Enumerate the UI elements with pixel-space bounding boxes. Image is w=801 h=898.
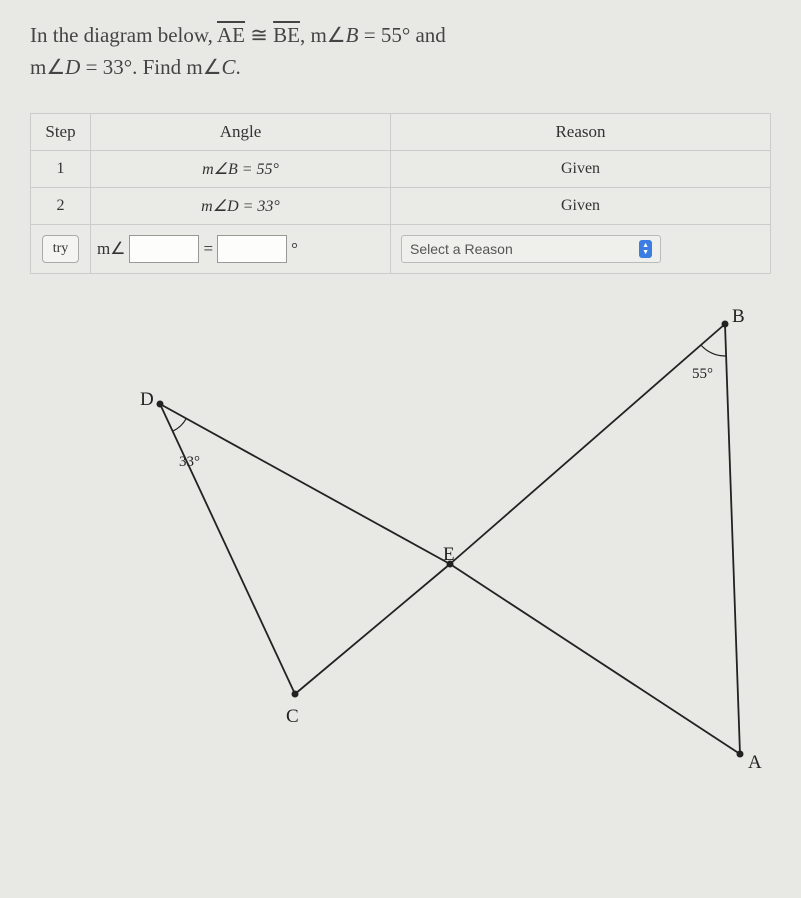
- reason-cell: Given: [391, 151, 771, 188]
- angle-cell: m∠B = 55°: [91, 151, 391, 188]
- proof-table: Step Angle Reason 1 m∠B = 55° Given 2 m∠…: [30, 113, 771, 274]
- text: In the diagram below,: [30, 23, 217, 47]
- angle-cell: m∠D = 33°: [91, 188, 391, 225]
- angle-B-value: 55°: [381, 23, 410, 47]
- vertex-label-B: B: [732, 306, 745, 328]
- reason-cell: Given: [391, 188, 771, 225]
- text: =: [358, 23, 380, 47]
- angle-name-input[interactable]: [129, 235, 199, 263]
- angle-label-D: 33°: [179, 454, 200, 471]
- header-reason: Reason: [391, 114, 771, 151]
- select-arrows-icon: ▲▼: [639, 240, 652, 258]
- table-row: 1 m∠B = 55° Given: [31, 151, 771, 188]
- angle-D-value: 33°: [103, 55, 132, 79]
- text: , m∠: [300, 23, 346, 47]
- text: . Find m∠: [132, 55, 221, 79]
- degree-symbol: °: [291, 239, 298, 259]
- congruent-symbol: ≅: [245, 23, 273, 47]
- vertex-label-C: C: [286, 706, 299, 728]
- try-button[interactable]: try: [42, 235, 80, 263]
- geometry-diagram: D B C E A 33° 55°: [30, 294, 770, 794]
- angle-input-group: m∠ = °: [97, 235, 298, 263]
- step-cell: 2: [31, 188, 91, 225]
- header-angle: Angle: [91, 114, 391, 151]
- text: .: [236, 55, 241, 79]
- text: =: [80, 55, 102, 79]
- reason-select[interactable]: Select a Reason ▲▼: [401, 235, 661, 263]
- segment-AE: AE: [217, 23, 245, 47]
- text: and: [410, 23, 446, 47]
- problem-statement: In the diagram below, AE ≅ BE, m∠B = 55°…: [30, 20, 771, 83]
- angle-D-name: D: [65, 55, 80, 79]
- vertex-label-D: D: [140, 389, 154, 411]
- segment-BE: BE: [273, 23, 300, 47]
- diagram-svg: [30, 294, 770, 794]
- angle-label-B: 55°: [692, 366, 713, 383]
- angle-B-name: B: [346, 23, 359, 47]
- header-step: Step: [31, 114, 91, 151]
- try-row: try m∠ = ° Select a Reason ▲▼: [31, 225, 771, 274]
- text: m∠: [30, 55, 65, 79]
- vertex-label-E: E: [443, 544, 455, 566]
- select-placeholder: Select a Reason: [410, 241, 513, 257]
- angle-prefix: m∠: [97, 239, 125, 259]
- angle-C-name: C: [222, 55, 236, 79]
- table-row: 2 m∠D = 33° Given: [31, 188, 771, 225]
- angle-value-input[interactable]: [217, 235, 287, 263]
- step-cell: 1: [31, 151, 91, 188]
- equals-sign: =: [203, 239, 213, 259]
- vertex-label-A: A: [748, 752, 762, 774]
